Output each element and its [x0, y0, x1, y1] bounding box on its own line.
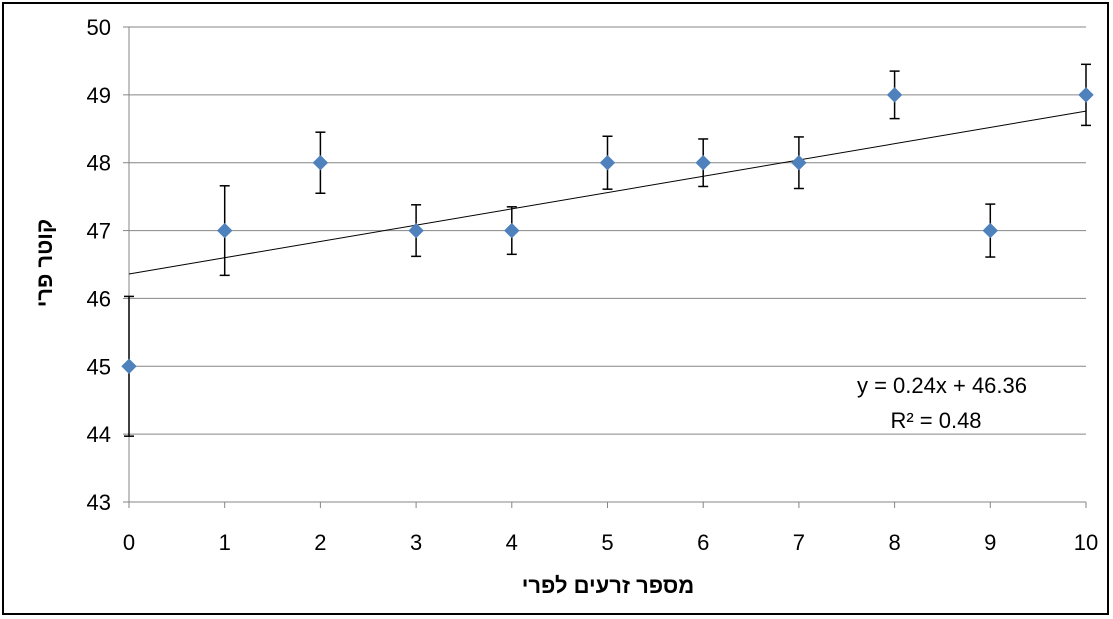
x-tick-label: 3: [410, 530, 422, 555]
y-tick-label: 45: [87, 354, 111, 379]
data-points: [121, 87, 1094, 374]
y-tick-label: 48: [87, 151, 111, 176]
x-tick-label: 10: [1074, 530, 1098, 555]
trendline-r-squared: R² = 0.48: [890, 408, 981, 433]
y-tick-label: 47: [87, 219, 111, 244]
x-tick-label: 2: [314, 530, 326, 555]
x-tick-label: 9: [984, 530, 996, 555]
x-tick-label: 5: [601, 530, 613, 555]
y-tick-label: 49: [87, 83, 111, 108]
x-tick-label: 6: [697, 530, 709, 555]
error-bars: [124, 63, 1091, 437]
x-tick-label: 4: [506, 530, 518, 555]
data-point: [408, 222, 424, 239]
trendline: [128, 110, 1087, 275]
y-tick-label: 44: [87, 422, 111, 447]
data-point: [1078, 87, 1094, 103]
x-tick-label: 1: [219, 530, 231, 555]
data-point: [599, 155, 616, 171]
x-tick-label: 8: [888, 530, 900, 555]
trendline-group: [128, 110, 1087, 275]
y-axis-title: קוטר פרי: [32, 219, 57, 308]
y-tick-label: 46: [87, 286, 111, 311]
y-tick-label: 50: [87, 15, 111, 40]
data-point: [216, 222, 233, 239]
x-axis-title: מספר זרעים לפרי: [522, 573, 695, 598]
x-tick-label: 0: [123, 530, 135, 555]
data-point: [695, 155, 711, 171]
data-point: [886, 87, 903, 103]
data-point: [504, 222, 520, 239]
data-point: [791, 155, 807, 171]
data-point: [312, 155, 329, 171]
y-tick-label: 43: [87, 490, 111, 515]
data-point: [982, 222, 999, 239]
axes: [123, 26, 1087, 508]
trendline-equation: y = 0.24x + 46.36: [857, 373, 1027, 398]
data-point: [121, 358, 137, 374]
x-tick-label: 7: [793, 530, 805, 555]
